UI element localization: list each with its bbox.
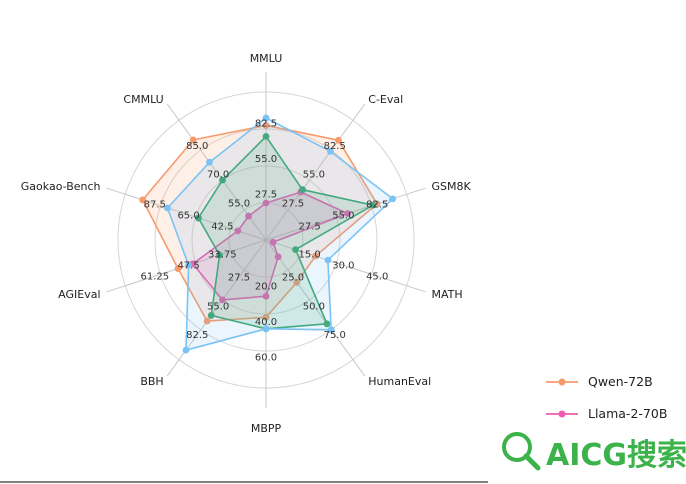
series-point-series-4-mmlu bbox=[262, 114, 270, 122]
tick-label-humaneval-2: 50.0 bbox=[303, 301, 325, 312]
tick-label-mmlu-2: 55.0 bbox=[255, 154, 277, 165]
axis-label-agieval: AGIEval bbox=[58, 288, 100, 301]
series-point-series-4-math bbox=[324, 256, 332, 264]
series-point-llama-2-70b-mmlu bbox=[262, 199, 270, 207]
series-point-series-4-agieval bbox=[185, 261, 192, 269]
axis-label-gaokao-bench: Gaokao-Bench bbox=[21, 180, 101, 193]
radar-series bbox=[139, 114, 397, 354]
series-point-qwen-72b-agieval bbox=[174, 265, 182, 272]
tick-label-gsm8k-2: 55.0 bbox=[332, 210, 354, 221]
tick-label-agieval-3: 61.25 bbox=[140, 272, 169, 283]
axis-label-humaneval: HumanEval bbox=[368, 375, 431, 388]
tick-label-math-3: 45.0 bbox=[366, 272, 388, 283]
series-point-series-4-cmmlu bbox=[206, 158, 213, 166]
axis-label-c-eval: C-Eval bbox=[368, 93, 403, 106]
series-point-llama-2-70b-gaokao-bench bbox=[234, 227, 242, 235]
tick-label-bbh-2: 55.0 bbox=[207, 301, 229, 312]
tick-label-cmmlu-1: 55.0 bbox=[228, 198, 250, 209]
series-point-qwen-72b-mmlu bbox=[262, 122, 270, 129]
legend: Qwen-72B Llama-2-70B bbox=[546, 374, 667, 421]
tick-label-c-eval-3: 82.5 bbox=[324, 141, 346, 152]
tick-label-mmlu-3: 82.5 bbox=[255, 119, 277, 130]
tick-label-agieval-2: 47.5 bbox=[177, 261, 199, 272]
tick-label-cmmlu-2: 70.0 bbox=[207, 170, 229, 181]
tick-label-mbpp-1: 20.0 bbox=[255, 281, 277, 292]
series-point-series-3-c-eval bbox=[299, 186, 306, 194]
series-point-series-4-c-eval bbox=[326, 147, 334, 155]
series-point-series-3-cmmlu bbox=[219, 176, 226, 184]
series-point-series-3-bbh bbox=[207, 312, 215, 319]
tick-label-bbh-1: 27.5 bbox=[228, 273, 250, 284]
series-point-series-4-gsm8k bbox=[389, 195, 397, 203]
tick-label-mbpp-2: 40.0 bbox=[255, 317, 277, 328]
axis-line-humaneval bbox=[265, 239, 366, 377]
axis-label-gsm8k: GSM8K bbox=[431, 180, 471, 193]
tick-label-cmmlu-3: 85.0 bbox=[186, 141, 208, 152]
watermark-logo: AICG搜索 bbox=[492, 420, 686, 484]
axis-label-mbpp: MBPP bbox=[251, 422, 282, 435]
tick-label-mmlu-1: 27.5 bbox=[255, 190, 277, 201]
series-point-qwen-72b-mbpp bbox=[262, 313, 270, 321]
watermark-text: AICG搜索 bbox=[546, 438, 686, 473]
series-point-qwen-72b-math bbox=[312, 252, 319, 260]
axis-label-bbh: BBH bbox=[140, 375, 163, 388]
series-point-qwen-72b-bbh bbox=[203, 317, 211, 325]
tick-label-gaokao-bench-3: 87.5 bbox=[144, 199, 166, 210]
watermark-backdrop bbox=[492, 420, 686, 484]
axis-label-math: MATH bbox=[431, 288, 462, 301]
series-point-series-3-math bbox=[292, 246, 299, 254]
tick-label-agieval-1: 33.75 bbox=[208, 250, 237, 261]
tick-label-math-1: 15.0 bbox=[299, 250, 321, 261]
tick-label-mbpp-3: 60.0 bbox=[255, 352, 277, 363]
legend-label-qwen: Qwen-72B bbox=[588, 374, 653, 389]
axis-line-c-eval bbox=[265, 103, 366, 241]
axis-line-bbh bbox=[166, 239, 267, 377]
series-point-series-3-humaneval bbox=[323, 320, 331, 328]
series-point-series-4-humaneval bbox=[327, 326, 335, 334]
series-point-llama-2-70b-bbh bbox=[219, 296, 226, 304]
magnifier-icon bbox=[502, 432, 532, 462]
axis-label-mmlu: MMLU bbox=[250, 52, 283, 65]
series-point-qwen-72b-gaokao-bench bbox=[139, 196, 147, 204]
series-point-llama-2-70b-gsm8k bbox=[344, 210, 352, 217]
tick-label-gaokao-bench-1: 42.5 bbox=[211, 221, 233, 232]
series-point-llama-2-70b-cmmlu bbox=[245, 212, 253, 220]
series-point-llama-2-70b-math bbox=[269, 238, 277, 246]
legend-marker-llama bbox=[558, 410, 566, 418]
series-point-series-3-gsm8k bbox=[369, 201, 377, 209]
legend-label-llama: Llama-2-70B bbox=[588, 406, 667, 421]
legend-marker-qwen bbox=[558, 378, 566, 386]
series-point-series-4-bbh bbox=[182, 346, 190, 354]
tick-label-bbh-3: 82.5 bbox=[186, 330, 208, 341]
axis-ticks: 27.5 55.0 82.5 27.5 55.0 82.5 27.5 55.0 82.5 15.0… bbox=[140, 119, 388, 364]
series-point-qwen-72b-c-eval bbox=[335, 136, 342, 144]
series-point-llama-2-70b-humaneval bbox=[274, 253, 282, 261]
tick-label-c-eval-2: 55.0 bbox=[303, 170, 325, 181]
tick-label-humaneval-1: 25.0 bbox=[282, 273, 304, 284]
tick-label-gsm8k-3: 82.5 bbox=[366, 199, 388, 210]
magnifier-handle bbox=[523, 453, 541, 471]
series-point-qwen-72b-humaneval bbox=[293, 278, 301, 286]
axis-labels: MMLU C-Eval GSM8K MATH HumanEval MBPP BBH AGIEv… bbox=[21, 52, 472, 435]
series-point-llama-2-70b-mbpp bbox=[262, 292, 270, 300]
series-point-series-3-mmlu bbox=[262, 133, 270, 140]
tick-label-gaokao-bench-2: 65.0 bbox=[177, 210, 199, 221]
tick-label-c-eval-1: 27.5 bbox=[282, 198, 304, 209]
series-point-qwen-72b-cmmlu bbox=[189, 136, 197, 144]
series-point-series-3-gaokao-bench bbox=[195, 214, 202, 222]
axis-label-cmmlu: CMMLU bbox=[123, 93, 163, 106]
tick-label-humaneval-3: 75.0 bbox=[324, 330, 346, 341]
tick-label-gsm8k-1: 27.5 bbox=[299, 221, 321, 232]
series-point-series-4-gaokao-bench bbox=[164, 204, 171, 212]
tick-label-math-2: 30.0 bbox=[332, 261, 354, 272]
series-point-series-3-agieval bbox=[216, 251, 223, 259]
series-point-series-4-mbpp bbox=[262, 325, 270, 333]
